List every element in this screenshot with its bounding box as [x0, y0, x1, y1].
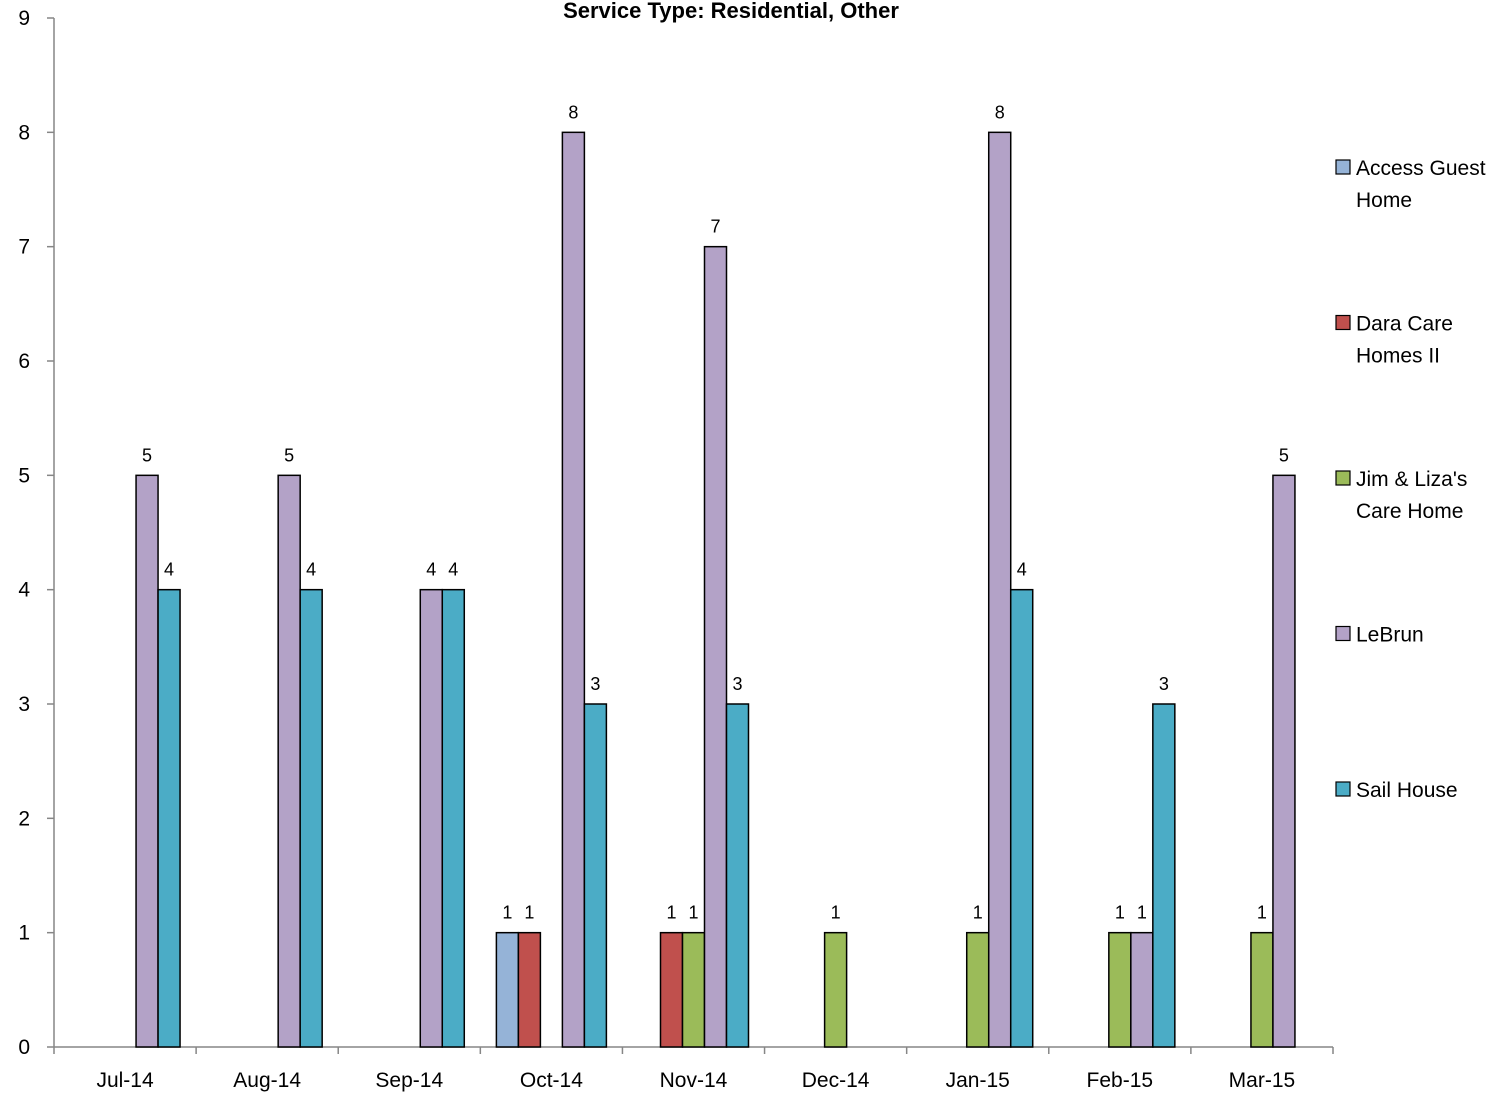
chart-title: Service Type: Residential, Other [563, 0, 899, 23]
legend-label: Jim & Liza's [1356, 468, 1467, 491]
x-tick-label: Jul-14 [96, 1069, 154, 1092]
data-label: 1 [524, 903, 534, 923]
x-tick-label: Dec-14 [802, 1069, 870, 1092]
x-tick-label: Feb-15 [1087, 1069, 1154, 1092]
bar [157, 588, 181, 1048]
legend-label: Sail House [1356, 779, 1458, 802]
y-tick-label: 1 [18, 922, 30, 945]
bar [441, 588, 466, 1048]
legend-swatch [1335, 781, 1351, 797]
data-label: 1 [1257, 903, 1267, 923]
y-tick-label: 0 [18, 1036, 30, 1059]
bar [987, 131, 1012, 1048]
bar [703, 245, 728, 1048]
x-tick-label: Aug-14 [233, 1069, 301, 1092]
data-label: 1 [831, 903, 841, 923]
bar [299, 588, 323, 1048]
y-tick-label: 7 [18, 236, 30, 259]
bar [681, 931, 706, 1048]
x-tick-label: Nov-14 [660, 1069, 728, 1092]
x-tick-label: Sep-14 [375, 1069, 443, 1092]
plot-area: 0 1 2 3 4 5 6 7 8 9 Jul-14 Aug-14 Sep-14 Oct-14 Nov-14… [18, 7, 1334, 1092]
data-label: 8 [995, 102, 1005, 122]
bar [561, 131, 586, 1048]
bar [965, 931, 990, 1048]
bar [583, 703, 608, 1048]
legend-label: Care Home [1356, 500, 1463, 523]
y-tick-label: 6 [18, 350, 30, 373]
bar [1272, 474, 1296, 1048]
bar [659, 931, 684, 1048]
data-label: 3 [590, 674, 600, 694]
data-label: 1 [973, 903, 983, 923]
x-tick-label: Oct-14 [520, 1069, 583, 1092]
bar [725, 703, 750, 1048]
bar [1108, 931, 1132, 1048]
data-label: 4 [1017, 560, 1027, 580]
data-label: 4 [164, 560, 174, 580]
data-label: 4 [448, 560, 458, 580]
bar [1250, 931, 1274, 1048]
bar [495, 931, 520, 1048]
data-label: 3 [732, 674, 742, 694]
legend-label: Homes II [1356, 345, 1440, 368]
bar [1130, 931, 1154, 1048]
data-label: 8 [568, 102, 578, 122]
data-label: 5 [284, 445, 294, 465]
legend-swatch [1335, 314, 1351, 331]
data-label: 1 [1115, 903, 1125, 923]
legend-label: Access Guest [1356, 157, 1486, 180]
data-label: 5 [142, 445, 152, 465]
data-label: 7 [710, 217, 720, 237]
data-label: 1 [1137, 903, 1147, 923]
legend: Access Guest Home Dara Care Homes II Jim & L… [1335, 157, 1486, 802]
legend-label: LeBrun [1356, 624, 1424, 647]
legend-label: Dara Care [1356, 313, 1453, 336]
y-tick-label: 3 [18, 693, 30, 716]
y-tick-label: 5 [18, 464, 30, 487]
y-tick-label: 9 [18, 7, 30, 30]
x-tick-label: Mar-15 [1229, 1069, 1296, 1092]
legend-label: Home [1356, 189, 1412, 212]
bar [823, 931, 848, 1048]
bar [419, 588, 444, 1048]
bar [1009, 588, 1034, 1048]
data-label: 4 [426, 560, 436, 580]
data-label: 3 [1159, 674, 1169, 694]
y-tick-label: 4 [18, 579, 30, 602]
legend-swatch [1335, 470, 1351, 486]
data-label: 1 [688, 903, 698, 923]
data-label: 1 [502, 903, 512, 923]
bar [135, 474, 159, 1048]
bar [517, 931, 542, 1048]
bar [277, 474, 301, 1048]
y-tick-label: 8 [18, 121, 30, 144]
x-tick-label: Jan-15 [946, 1069, 1010, 1092]
legend-swatch [1335, 625, 1351, 642]
y-tick-label: 2 [18, 807, 30, 830]
data-label: 1 [666, 903, 676, 923]
legend-swatch [1335, 159, 1351, 175]
data-label: 5 [1279, 445, 1289, 465]
bar [1152, 703, 1176, 1048]
data-label: 4 [306, 560, 316, 580]
